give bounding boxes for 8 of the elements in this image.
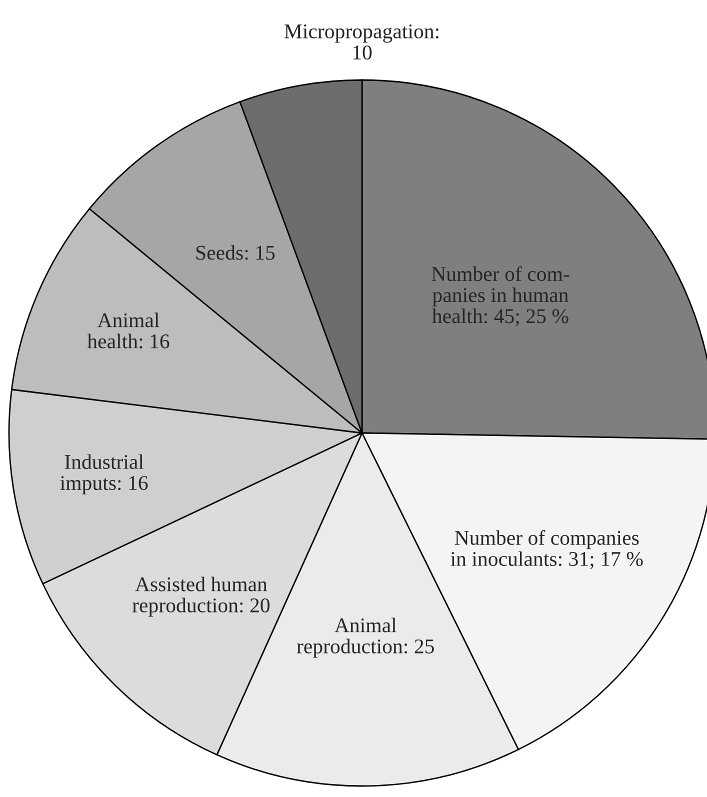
slice-label: Seeds: 15 — [196, 245, 275, 260]
slice-label: Animal health: 16 — [87, 312, 170, 348]
slice-label: Number of companies in inoculants: 31; 17 % — [450, 530, 643, 569]
slice-label: Assisted human reproduction: 20 — [132, 576, 270, 617]
slice-label: Micropropagation: 10 — [284, 24, 438, 60]
slice-label: Industrial imputs: 16 — [60, 454, 148, 494]
slice-label: Animal reproduction: 25 — [296, 618, 434, 658]
slice-label: Number of com- panies in human health: 45; 25 % — [432, 266, 570, 326]
